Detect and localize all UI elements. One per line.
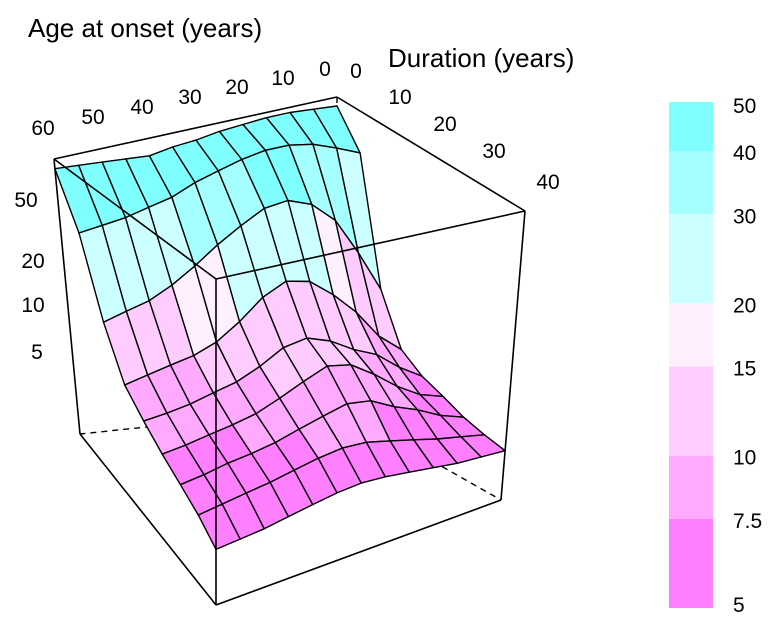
- x-tick-label: 20: [225, 76, 248, 99]
- box-edge: [53, 158, 81, 435]
- box-edge: [336, 96, 526, 212]
- z-tick-label: 20: [21, 250, 44, 273]
- y-tick-label: 40: [536, 171, 559, 194]
- box-hidden-edge: [336, 406, 502, 501]
- box-edge: [500, 210, 526, 501]
- x-tick-label: 0: [319, 58, 331, 81]
- x-tick-label: 50: [81, 106, 104, 129]
- color-key-label: 7.5: [733, 510, 762, 533]
- box-edge: [215, 210, 526, 280]
- z-tick-label: 5: [31, 341, 43, 364]
- color-key-labels: 5 7.5 10 15 20 30 40 50: [733, 95, 762, 617]
- box-edge: [79, 433, 217, 606]
- box-edge: [53, 158, 217, 280]
- color-key-label: 20: [733, 294, 756, 317]
- y-tick-label: 20: [433, 113, 456, 136]
- color-key-band: [669, 102, 713, 151]
- color-key-label: 40: [733, 142, 756, 165]
- x-axis-title: Age at onset (years): [28, 13, 262, 43]
- z-tick-label: 50: [14, 189, 37, 212]
- y-axis-title: Duration (years): [388, 43, 574, 73]
- z-tick-label: 10: [21, 294, 44, 317]
- x-tick-label: 60: [31, 117, 54, 140]
- box-edge: [215, 499, 502, 606]
- y-tick-label: 30: [482, 140, 505, 163]
- x-tick-label: 40: [130, 96, 153, 119]
- y-tick-label: 10: [388, 86, 411, 109]
- x-tick-label: 30: [178, 86, 201, 109]
- x-tick-labels: 0 10 20 30 40 50 60: [31, 58, 331, 140]
- y-tick-label: 0: [350, 60, 362, 83]
- color-key-label: 50: [733, 95, 756, 118]
- color-key-label: 15: [733, 358, 756, 381]
- color-key-band: [669, 214, 713, 304]
- y-tick-labels: 0 10 20 30 40: [350, 60, 560, 194]
- color-key-label: 30: [733, 205, 756, 228]
- color-key-band: [669, 518, 713, 608]
- color-key-label: 5: [733, 594, 745, 617]
- color-key-band: [669, 455, 713, 519]
- x-tick-label: 10: [271, 67, 294, 90]
- z-tick-labels: 5 10 20 50: [14, 189, 44, 364]
- color-key: [669, 102, 713, 608]
- plot-box-front-edges: [53, 96, 526, 606]
- color-key-label: 10: [733, 447, 756, 470]
- color-key-band: [669, 303, 713, 367]
- box-edge: [53, 96, 338, 160]
- color-key-band: [669, 366, 713, 456]
- surface-mesh: [54, 105, 506, 551]
- color-key-band: [669, 151, 713, 215]
